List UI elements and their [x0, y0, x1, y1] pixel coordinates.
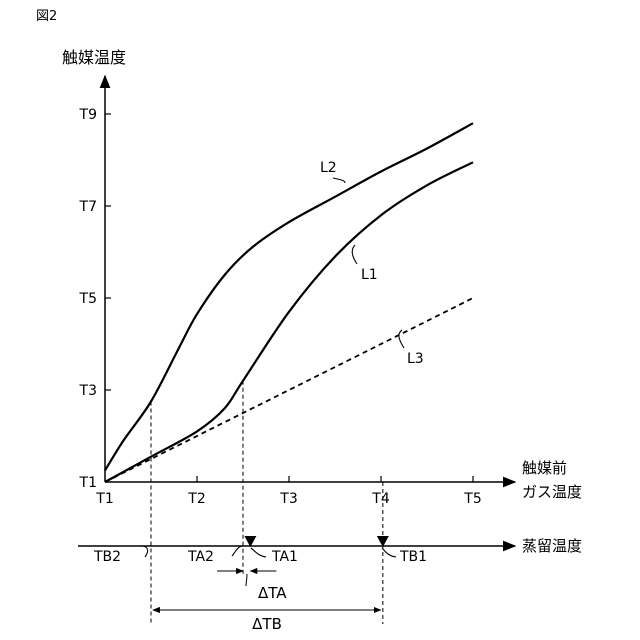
y-tick-label: T1 [79, 475, 97, 491]
x-tick-label: T1 [95, 491, 113, 507]
y-ticks: T1 T3 T5 T7 T9 [79, 107, 111, 491]
leader-l1 [352, 245, 357, 264]
x-axis-label-line1: 触媒前 [522, 459, 567, 477]
series-line-l1 [105, 162, 473, 482]
leader-tb1 [382, 548, 396, 557]
x-tick-label: T3 [279, 491, 297, 507]
marker-label-tb1: TB1 [399, 549, 427, 565]
leader-ta2 [232, 546, 243, 556]
span-label-delta-ta: ΔTA [258, 584, 287, 602]
leader-tb2 [138, 546, 148, 557]
series-line-l3 [105, 298, 473, 482]
series-layer [105, 123, 473, 482]
y-axis-label: 触媒温度 [62, 48, 126, 67]
marker-label-ta2: TA2 [187, 549, 214, 565]
leader-l2 [333, 178, 345, 183]
marker-label-ta1: TA1 [271, 549, 298, 565]
marker-label-tb2: TB2 [93, 549, 121, 565]
span-label-delta-tb: ΔTB [252, 615, 282, 633]
x-ticks: T1 T2 T3 T4 T5 [95, 476, 481, 507]
x-axis-label-line2: ガス温度 [522, 483, 582, 501]
x-tick-label: T5 [463, 491, 481, 507]
series-line-l2 [105, 123, 473, 470]
secondary-axis-label: 蒸留温度 [522, 537, 582, 555]
figure-label: 図2 [36, 9, 57, 24]
y-tick-label: T3 [79, 383, 97, 399]
x-tick-label: T2 [187, 491, 205, 507]
y-tick-label: T5 [79, 291, 97, 307]
series-labels: L2 L1 L3 [320, 160, 424, 367]
series-label-l2: L2 [320, 160, 337, 176]
y-tick-label: T7 [79, 199, 97, 215]
leader-ta1 [251, 548, 266, 557]
leader-delta-ta [246, 574, 247, 586]
y-tick-label: T9 [79, 107, 97, 123]
x-tick-label: T4 [371, 491, 390, 507]
series-label-l3: L3 [407, 351, 424, 367]
series-label-l1: L1 [361, 267, 378, 283]
